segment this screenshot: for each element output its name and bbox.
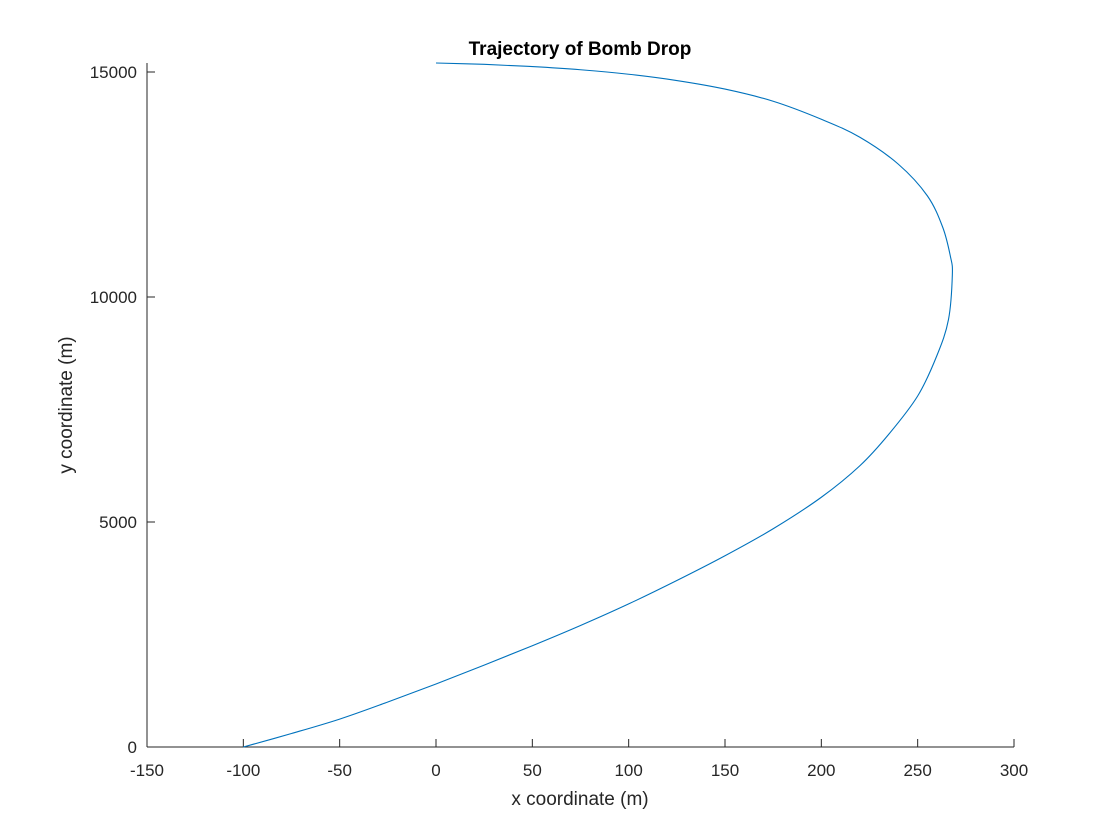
y-ticks: 0 5000 10000 15000	[90, 63, 155, 757]
x-tick-label: 250	[903, 761, 931, 780]
y-axis-label: y coordinate (m)	[56, 336, 77, 473]
x-tick-label: 100	[614, 761, 642, 780]
trajectory-line	[243, 62, 953, 748]
x-tick-label: 200	[807, 761, 835, 780]
y-tick-label: 5000	[99, 513, 137, 532]
x-tick-label: 150	[711, 761, 739, 780]
x-tick-label: 300	[1000, 761, 1028, 780]
x-axis-label: x coordinate (m)	[511, 789, 648, 810]
x-tick-label: -50	[327, 761, 352, 780]
x-tick-label: 50	[523, 761, 542, 780]
x-tick-label: -150	[130, 761, 164, 780]
axes	[146, 63, 1014, 748]
y-tick-label: 15000	[90, 63, 137, 82]
x-tick-label: 0	[431, 761, 440, 780]
series-group	[243, 62, 953, 748]
x-ticks: -150 -100 -50 0 50 100 150 200 250 300	[130, 739, 1028, 780]
y-tick-label: 0	[128, 738, 137, 757]
x-tick-label: -100	[226, 761, 260, 780]
chart-title: Trajectory of Bomb Drop	[469, 39, 692, 60]
y-tick-label: 10000	[90, 288, 137, 307]
